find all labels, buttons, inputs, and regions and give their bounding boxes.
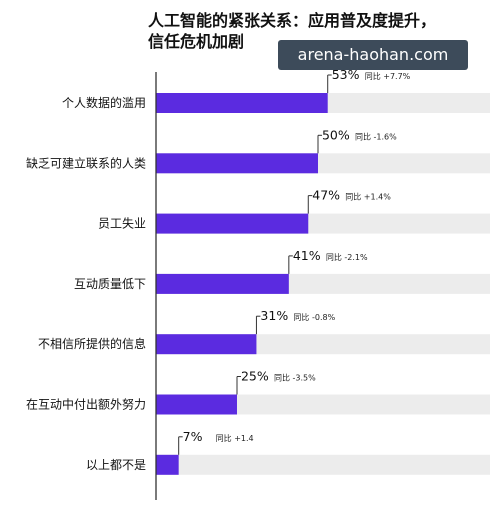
- bar: [156, 273, 289, 294]
- bar: [156, 213, 309, 234]
- yoy-label: 同比 +7.7%: [365, 71, 411, 81]
- bar: [156, 153, 318, 174]
- category-label: 个人数据的滥用: [62, 95, 146, 110]
- value-label: 41%: [293, 248, 321, 263]
- bar-track: [156, 394, 490, 415]
- category-label: 缺乏可建立联系的人类: [26, 155, 146, 170]
- value-label: 47%: [312, 188, 340, 203]
- category-label: 员工失业: [98, 216, 146, 231]
- value-label: 31%: [260, 308, 288, 323]
- chart-title-line-2: 信任危机加剧: [148, 32, 245, 51]
- bar: [156, 454, 179, 475]
- yoy-label: 同比 -3.5%: [274, 373, 316, 383]
- category-label: 以上都不是: [86, 458, 146, 472]
- category-label: 不相信所提供的信息: [38, 336, 146, 351]
- bar: [156, 394, 237, 415]
- bar-track: [156, 454, 490, 475]
- chart-title: 人工智能的紧张关系：应用普及度提升， 信任危机加剧: [148, 10, 448, 52]
- value-label: 50%: [322, 127, 350, 142]
- yoy-label: 同比 -1.6%: [355, 131, 397, 141]
- category-label: 互动质量低下: [74, 277, 146, 291]
- bar: [156, 334, 257, 355]
- chart-title-line-1: 人工智能的紧张关系：应用普及度提升，: [148, 11, 437, 30]
- yoy-label: 同比 -2.1%: [326, 252, 368, 262]
- value-label: 25%: [241, 369, 269, 384]
- value-label: 53%: [332, 67, 360, 82]
- yoy-label: 同比 -0.8%: [293, 312, 335, 322]
- category-label: 在互动中付出额外努力: [26, 397, 146, 412]
- watermark: arena-haohan.com: [278, 40, 468, 70]
- yoy-label: 同比 +1.4%: [345, 192, 391, 202]
- bar: [156, 93, 328, 113]
- value-label: 7%: [183, 429, 203, 444]
- yoy-label: 同比 +1.4: [216, 433, 254, 443]
